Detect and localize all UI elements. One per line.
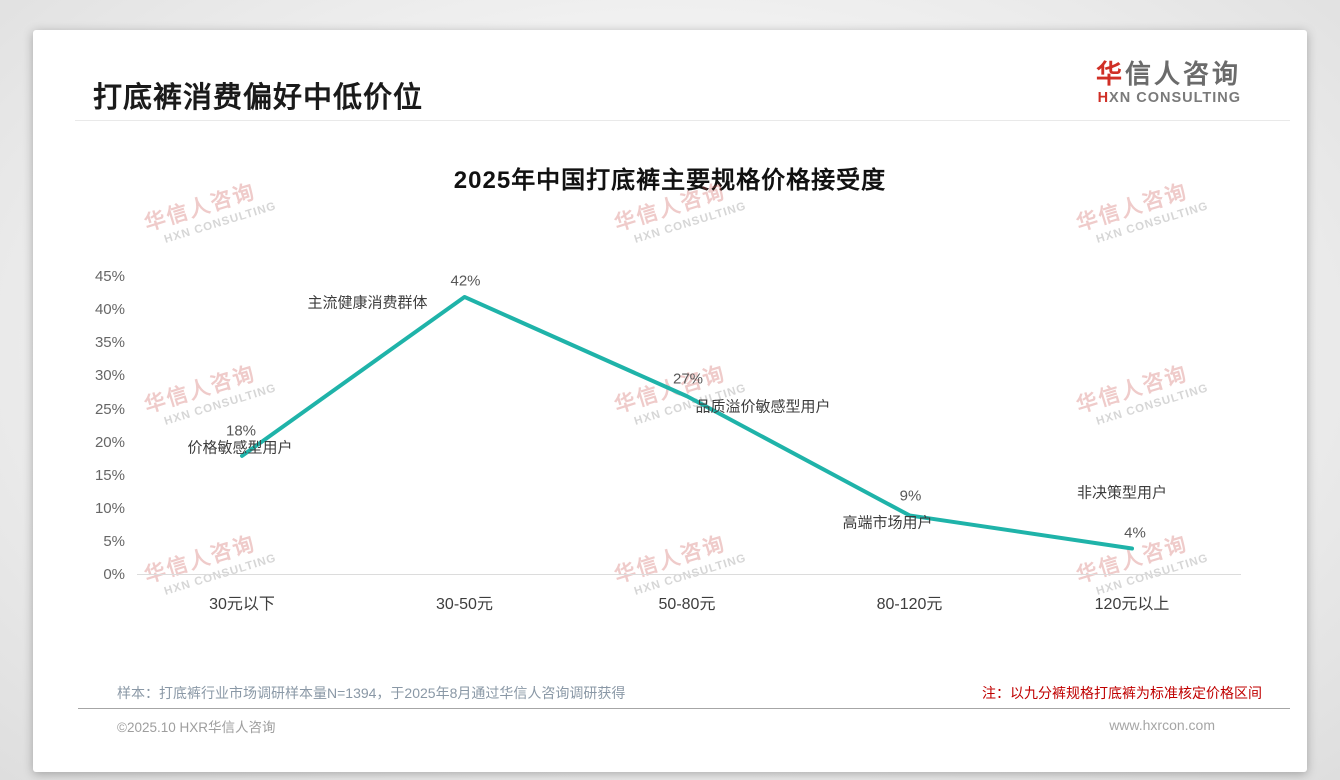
- x-axis-label: 120元以上: [1094, 596, 1170, 613]
- y-axis-tick: 35%: [94, 334, 125, 352]
- data-point-value: 27%: [672, 370, 704, 388]
- watermark-cn: 华信人咨询: [611, 180, 729, 236]
- y-axis-tick: 0%: [103, 566, 125, 583]
- y-axis-tick: 10%: [94, 499, 125, 517]
- page-title: 打底裤消费偏好中低价位: [93, 82, 424, 114]
- data-point-annotation: 品质溢价敏感型用户: [695, 398, 831, 416]
- pricing-basis-note: 注：以九分裤规格打底裤为标准核定价格区间: [982, 685, 1262, 701]
- slide-card: 打底裤消费偏好中低价位 华信人咨询 HXN CONSULTING 2025年中国…: [33, 30, 1307, 772]
- watermark-en: HXN CONSULTING: [1094, 382, 1211, 429]
- watermark-en: HXN CONSULTING: [1094, 200, 1211, 247]
- watermark: 华信人咨询 HXN CONSULTING: [142, 174, 279, 251]
- watermark-cn: 华信人咨询: [1073, 362, 1191, 418]
- y-axis-tick: 15%: [94, 466, 125, 484]
- data-point-value: 9%: [899, 487, 922, 505]
- y-axis-tick: 5%: [103, 532, 125, 550]
- data-point-value: 42%: [450, 272, 481, 290]
- watermark-en: HXN CONSULTING: [162, 382, 279, 429]
- watermark-cn: 华信人咨询: [141, 180, 259, 236]
- data-point-annotation: 非决策型用户: [1076, 484, 1168, 502]
- watermark: 华信人咨询 HXN CONSULTING: [142, 356, 279, 433]
- header-divider: [75, 120, 1290, 121]
- y-axis-tick: 25%: [94, 400, 125, 418]
- footer-divider: [78, 708, 1290, 709]
- watermark-cn: 华信人咨询: [141, 362, 259, 418]
- x-axis-label: 30元以下: [209, 596, 275, 613]
- data-point-annotation: 高端市场用户: [842, 514, 933, 532]
- logo-english-name: HXN CONSULTING: [1097, 89, 1241, 106]
- data-line: [240, 294, 1134, 551]
- chart-title: 2025年中国打底裤主要规格价格接受度: [453, 167, 887, 194]
- line-chart: 华信人咨询 HXN CONSULTING 华信人咨询 HXN CONSULTING 华信…: [33, 30, 1307, 772]
- website-link[interactable]: www.hxrcon.com: [1109, 717, 1215, 733]
- y-axis-tick: 30%: [94, 367, 125, 385]
- x-axis-label: 50-80元: [658, 596, 716, 613]
- logo-chinese-name: 华信人咨询: [1095, 59, 1241, 89]
- y-axis-tick: 20%: [94, 433, 125, 451]
- data-point-annotation: 主流健康消费群体: [307, 294, 428, 312]
- watermark-en: HXN CONSULTING: [162, 200, 279, 247]
- watermark-cn: 华信人咨询: [611, 532, 729, 588]
- watermark: 华信人咨询 HXN CONSULTING: [1074, 174, 1211, 251]
- watermark-cn: 华信人咨询: [1073, 180, 1191, 236]
- x-axis-label: 80-120元: [876, 596, 943, 613]
- watermark-cn: 华信人咨询: [141, 532, 259, 588]
- x-axis-line: [137, 574, 1241, 575]
- x-axis-label: 30-50元: [436, 596, 493, 613]
- data-point-value: 4%: [1124, 524, 1146, 542]
- watermark: 华信人咨询 HXN CONSULTING: [1074, 356, 1211, 433]
- company-logo: 华信人咨询 HXN CONSULTING: [1095, 59, 1241, 107]
- y-axis-tick: 40%: [94, 301, 125, 319]
- sample-note: 样本：打底裤行业市场调研样本量N=1394，于2025年8月通过华信人咨询调研获…: [117, 685, 626, 701]
- watermark-en: HXN CONSULTING: [632, 200, 749, 247]
- data-point-annotation: 价格敏感型用户: [187, 439, 293, 457]
- copyright-text: ©2025.10 HXR华信人咨询: [117, 720, 276, 735]
- y-axis-tick: 45%: [94, 268, 125, 286]
- watermark: 华信人咨询 HXN CONSULTING: [612, 174, 749, 251]
